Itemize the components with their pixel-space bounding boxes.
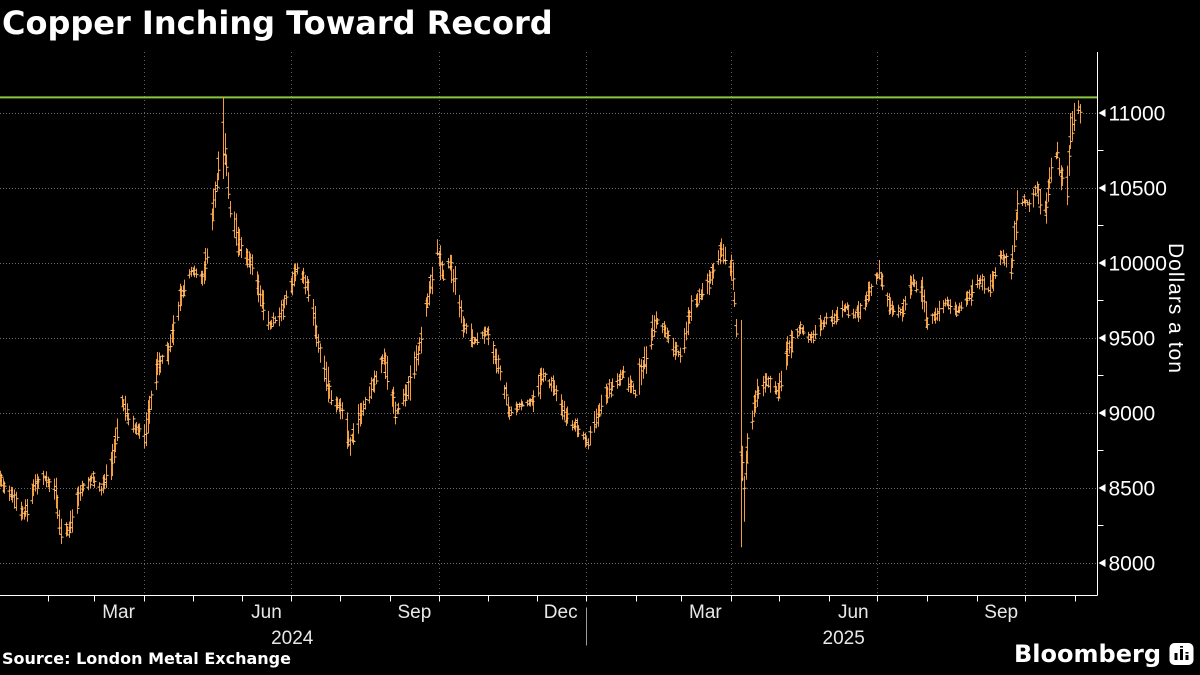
x-month-label: Mar	[689, 602, 722, 623]
y-tick-label: 8000	[1109, 553, 1156, 576]
x-month-label: Sep	[397, 602, 431, 623]
y-tick-label: 8500	[1109, 478, 1156, 501]
y-tick-label: 11000	[1109, 103, 1166, 126]
x-month-label: Jun	[838, 602, 869, 623]
y-tick-label: 10000	[1109, 253, 1167, 276]
x-year-label: 2024	[271, 628, 314, 649]
y-axis	[1097, 52, 1106, 596]
y-axis-title: Dollars a ton	[1164, 243, 1187, 374]
vertical-gridlines	[144, 52, 1026, 596]
x-year-label: 2025	[823, 628, 865, 649]
y-tick-label: 9000	[1109, 403, 1156, 426]
bloomberg-logo: Bloomberg	[1014, 640, 1194, 668]
y-tick-label: 10500	[1109, 178, 1167, 201]
price-bars-series	[0, 97, 1083, 548]
y-tick-labels: 8000 8500 9000 9500 10000 10500 11000	[1109, 103, 1167, 576]
y-tick-label: 9500	[1109, 328, 1156, 351]
source-note: Source: London Metal Exchange	[2, 649, 291, 668]
x-axis	[0, 595, 1098, 646]
horizontal-gridlines	[0, 113, 1098, 564]
x-tick-labels: Mar Jun Sep Dec Mar Jun Sep 2024 2025	[102, 602, 1018, 649]
x-month-label: Mar	[102, 602, 135, 623]
bloomberg-wordmark: Bloomberg	[1014, 640, 1161, 668]
x-month-label: Sep	[984, 602, 1018, 623]
x-month-label: Dec	[544, 602, 578, 623]
bloomberg-terminal-icon	[1169, 643, 1194, 665]
x-month-label: Jun	[251, 602, 282, 623]
chart-title: Copper Inching Toward Record	[2, 4, 553, 42]
